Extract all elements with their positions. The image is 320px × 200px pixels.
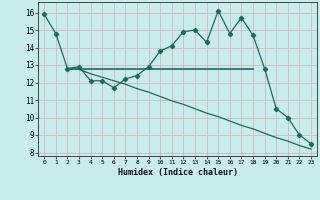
X-axis label: Humidex (Indice chaleur): Humidex (Indice chaleur) [118,168,238,177]
